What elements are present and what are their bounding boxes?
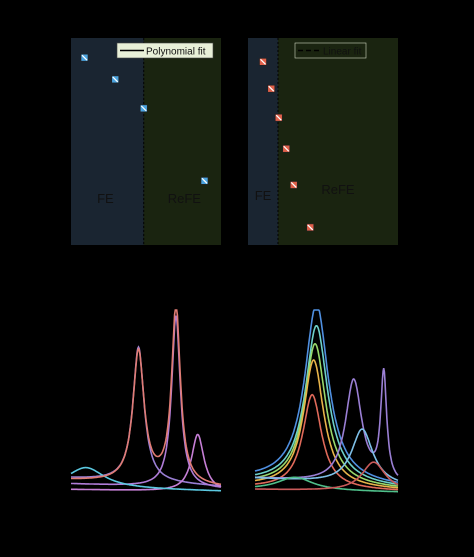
- spectrum-line: [71, 315, 222, 488]
- region-label-refe: ReFE: [168, 191, 202, 206]
- spectrum-line: [254, 359, 399, 489]
- region-label-fe: FE: [97, 191, 114, 206]
- region-label-refe: ReFE: [321, 182, 355, 197]
- data-point: [274, 113, 283, 122]
- data-point: [200, 177, 209, 185]
- spectrum-line: [254, 342, 399, 487]
- spectrum-line: [70, 433, 222, 491]
- spectrum-line: [255, 428, 399, 482]
- region-refe: [143, 38, 221, 245]
- spectrum-line: [71, 309, 222, 486]
- spectrum-line: [254, 309, 399, 483]
- spectrum-line: [254, 325, 399, 485]
- legend-box: [294, 42, 367, 59]
- region-fe: [71, 38, 144, 245]
- data-point: [111, 75, 120, 84]
- spectrum-line: [70, 466, 222, 492]
- data-point: [259, 58, 267, 66]
- data-point: [139, 104, 148, 113]
- panel-top-left: FE ReFE Polynomial fit: [71, 38, 221, 245]
- region-fe: [248, 38, 278, 245]
- data-point: [306, 223, 315, 232]
- panel-bottom-left: [70, 309, 222, 492]
- panel-bottom-right: [254, 309, 399, 493]
- data-point: [282, 144, 291, 153]
- panel-top-right: FE ReFE Linear fit: [248, 38, 398, 245]
- legend-label: Polynomial fit: [146, 47, 206, 58]
- data-point: [80, 53, 89, 62]
- region-refe: [278, 38, 398, 245]
- legend: Linear fit: [294, 42, 367, 59]
- data-point: [289, 181, 298, 189]
- region-label-fe: FE: [255, 188, 272, 203]
- legend-label: Linear fit: [323, 47, 362, 58]
- legend: Polynomial fit: [116, 42, 214, 59]
- legend-box: [116, 42, 214, 59]
- spectrum-line: [255, 461, 399, 491]
- spectrum-line: [254, 476, 398, 493]
- data-point: [267, 84, 276, 93]
